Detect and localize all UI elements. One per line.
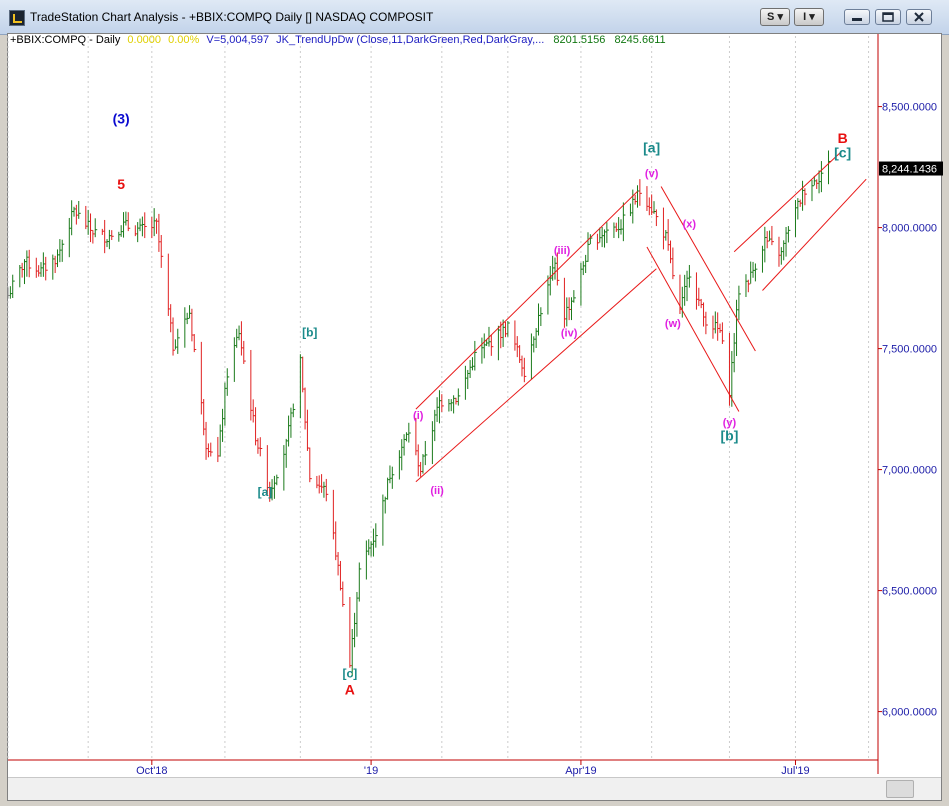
indicator-value-2: 8245.6611	[614, 34, 666, 46]
wave-label: [b]	[302, 326, 317, 340]
y-tick-label: 8,500.0000	[882, 102, 937, 114]
channel-a-upper	[415, 190, 638, 410]
chevron-down-icon: ▾	[809, 11, 815, 23]
chart-area[interactable]	[7, 33, 942, 801]
wave-label: (iii)	[554, 245, 571, 257]
horizontal-scrollbar[interactable]	[8, 777, 941, 800]
x-tick-label: Apr'19	[565, 765, 596, 777]
channel-a-lower	[415, 268, 657, 483]
x-tick-label: Jul'19	[781, 765, 809, 777]
change-pct-value: 0.00%	[168, 34, 200, 46]
volume-value: V=5,004,597	[206, 34, 270, 46]
close-icon	[914, 12, 924, 22]
wave-label: B	[838, 130, 848, 146]
wave-label: [a]	[258, 485, 273, 499]
indicator-label: JK_TrendUpDw (Close,11,DarkGreen,Red,Dar…	[276, 34, 545, 46]
toolbar-button[interactable]: I ▾	[794, 8, 824, 26]
channel-c-upper	[733, 152, 841, 253]
wave-label: (iv)	[561, 328, 578, 340]
style-button-label: S	[767, 11, 775, 23]
y-tick-label: 8,000.0000	[882, 223, 937, 235]
wave-label: (v)	[645, 168, 659, 180]
app-icon	[9, 10, 25, 26]
wave-label: [a]	[643, 140, 660, 156]
restore-icon	[882, 12, 894, 22]
chevron-down-icon: ▾	[777, 11, 783, 23]
y-tick-label: 7,000.0000	[882, 465, 937, 477]
wave-label: (3)	[113, 111, 130, 127]
last-price-label: 8,244.1436	[882, 164, 937, 176]
minimize-button[interactable]	[844, 9, 870, 25]
y-tick-label: 6,000.0000	[882, 707, 937, 719]
wave-label: (y)	[723, 417, 737, 429]
toolbar-button-label: I	[803, 11, 807, 23]
channel-c-lower	[762, 178, 867, 291]
change-value: 0.0000	[127, 34, 162, 46]
window-title: TradeStation Chart Analysis - +BBIX:COMP…	[30, 10, 434, 24]
last-price-marker	[879, 161, 943, 176]
scrollbar-thumb[interactable]	[886, 780, 914, 798]
wave-label: [c]	[834, 144, 851, 160]
indicator-value-1: 8201.5156	[553, 34, 606, 46]
y-tick-label: 6,500.0000	[882, 586, 937, 598]
restore-button[interactable]	[875, 9, 901, 25]
channel-b-upper	[660, 186, 756, 352]
wave-label: (w)	[665, 318, 681, 330]
symbol-label: +BBIX:COMPQ - Daily	[10, 34, 121, 46]
window-titlebar: TradeStation Chart Analysis - +BBIX:COMP…	[0, 0, 949, 35]
chart-status-bar: +BBIX:COMPQ - Daily 0.0000 0.00% V=5,004…	[10, 34, 666, 46]
close-button[interactable]	[906, 9, 932, 25]
wave-label: A	[345, 682, 355, 698]
x-tick-label: '19	[364, 765, 378, 777]
channel-b-lower	[646, 246, 740, 412]
wave-label: (x)	[683, 219, 697, 231]
wave-label: (ii)	[430, 485, 444, 497]
minimize-icon	[852, 18, 862, 21]
wave-label: [c]	[343, 667, 358, 681]
x-tick-label: Oct'18	[136, 765, 167, 777]
wave-label: (i)	[413, 410, 424, 422]
wave-label: [b]	[721, 428, 739, 444]
y-tick-label: 7,500.0000	[882, 344, 937, 356]
style-button[interactable]: S ▾	[760, 8, 790, 26]
wave-label: 5	[117, 176, 125, 192]
